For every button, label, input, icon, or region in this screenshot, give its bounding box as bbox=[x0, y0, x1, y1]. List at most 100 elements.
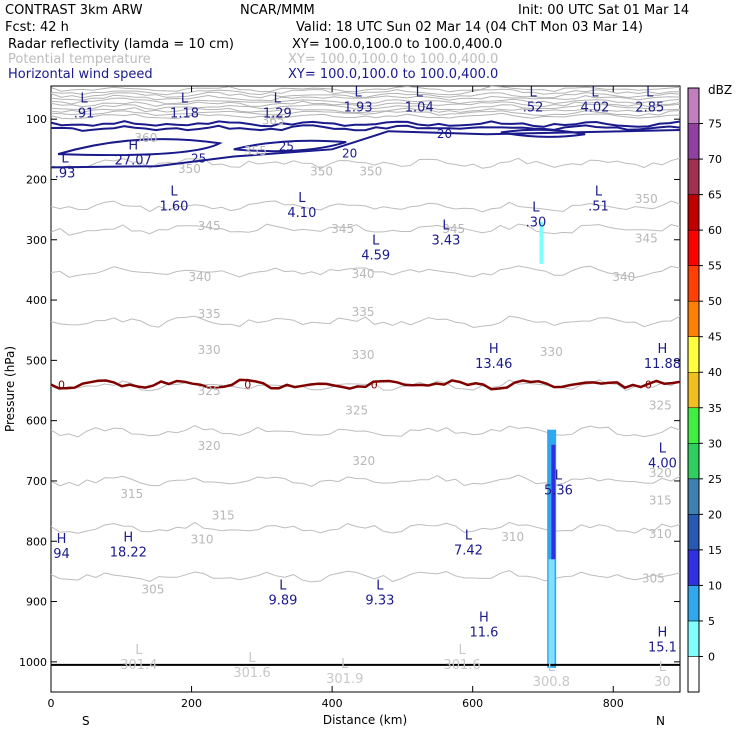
extremum-type: L bbox=[442, 219, 450, 234]
plot-frame bbox=[50, 85, 681, 693]
extremum-type: H bbox=[123, 530, 133, 545]
extremum-type: L bbox=[659, 442, 667, 457]
extremum-value: 1.29 bbox=[263, 106, 292, 121]
isentrope-label: 320 bbox=[198, 439, 221, 453]
colorbar-segment bbox=[687, 514, 700, 551]
extremum-type: H bbox=[658, 626, 668, 641]
extremum-value: 11.6 bbox=[469, 625, 498, 640]
colorbar-unit: dBZ bbox=[708, 83, 732, 97]
isentrope-label: 350 bbox=[635, 192, 658, 206]
isentrope-305 bbox=[50, 569, 681, 583]
extremum-value: .51 bbox=[588, 200, 609, 215]
extremum-value: 1.93 bbox=[344, 100, 373, 115]
isentrope-label: 355 bbox=[244, 144, 267, 158]
extremum-value: 27.07 bbox=[115, 153, 152, 168]
y-axis-label: Pressure (hPa) bbox=[3, 346, 17, 432]
colorbar-segment bbox=[687, 229, 700, 266]
isentrope-label: 345 bbox=[198, 219, 221, 233]
isentrope-label: 365 bbox=[262, 113, 285, 127]
colorbar-segment bbox=[687, 123, 700, 160]
extremum-type: H bbox=[479, 610, 489, 625]
extremum-type: L bbox=[416, 85, 424, 100]
field-3-name: Horizontal wind speed bbox=[8, 67, 153, 82]
x-tick-label: 200 bbox=[181, 697, 202, 710]
extremum-type: L bbox=[459, 643, 467, 658]
isentrope-label: 330 bbox=[198, 343, 221, 357]
x-right-end-label: N bbox=[656, 714, 665, 728]
extremum-value: .30 bbox=[526, 215, 547, 230]
extremum-value: .91 bbox=[74, 106, 95, 121]
extremum-type: H bbox=[658, 342, 668, 357]
isentrope-label: 325 bbox=[198, 384, 221, 398]
colorbar-segment bbox=[687, 656, 700, 693]
model-name: CONTRAST 3km ARW bbox=[5, 3, 143, 18]
y-tick-label: 300 bbox=[26, 234, 47, 247]
colorbar-label: 65 bbox=[708, 189, 722, 202]
colorbar-label: 25 bbox=[708, 473, 722, 486]
colorbar-segment bbox=[687, 371, 700, 409]
colorbar-segment bbox=[687, 478, 700, 515]
isentrope-label: 350 bbox=[178, 162, 201, 176]
extremum-value: 13.46 bbox=[475, 357, 512, 372]
wind-contour-25-mid bbox=[233, 139, 347, 153]
upper-isentrope bbox=[50, 107, 681, 114]
wind-contour-jet-mid bbox=[50, 124, 681, 132]
isentrope-label: 340 bbox=[612, 270, 635, 284]
x-axis-label: Distance (km) bbox=[323, 713, 407, 727]
extremum-value: 3.43 bbox=[431, 234, 460, 249]
y-tick-label: 400 bbox=[26, 294, 47, 307]
extremum-type: L bbox=[274, 91, 282, 106]
field-2-name: Potential temperature bbox=[8, 52, 151, 67]
colorbar-label: 10 bbox=[708, 579, 722, 592]
x-left-end-label: S bbox=[82, 714, 90, 728]
radar-anvil bbox=[539, 221, 544, 264]
colorbar-segment bbox=[687, 620, 700, 657]
zero-contour-label: 0 bbox=[244, 378, 251, 391]
extremum-value: 1.18 bbox=[170, 106, 199, 121]
zero-contour-label: 0 bbox=[58, 378, 65, 391]
extremum-type: L bbox=[532, 200, 540, 215]
forecast-hour: Fcst: 42 h bbox=[5, 20, 69, 35]
isentrope-310 bbox=[50, 521, 681, 534]
colorbar-segment bbox=[687, 336, 700, 373]
isentrope-325 bbox=[50, 379, 681, 392]
colorbar-segment bbox=[687, 158, 700, 195]
extremum-type: H bbox=[128, 138, 138, 153]
contour-labels: 350 350 350 350 345 345 345 345 340 340 340 335 335 3… bbox=[120, 113, 671, 596]
isentrope-label: 310 bbox=[649, 527, 672, 541]
extremum-type: L bbox=[646, 85, 654, 100]
upper-isentrope-band bbox=[50, 85, 681, 120]
upper-isentrope bbox=[50, 94, 681, 102]
isentrope-label: 335 bbox=[198, 307, 221, 321]
extremum-type: L bbox=[555, 469, 563, 484]
extremum-value: 4.02 bbox=[580, 100, 609, 115]
extremum-type: L bbox=[529, 85, 537, 100]
colorbar-segment bbox=[687, 194, 700, 231]
colorbar-label: 0 bbox=[708, 650, 715, 663]
isentrope-label: 340 bbox=[352, 267, 375, 281]
y-tick-label: 1000 bbox=[19, 656, 47, 669]
isentrope-340 bbox=[50, 223, 681, 236]
upper-isentrope bbox=[50, 100, 681, 108]
colorbar-segment bbox=[687, 407, 700, 444]
extremum-type: L bbox=[548, 660, 556, 675]
zero-contour-label: 0 bbox=[371, 378, 378, 391]
x-tick-label: 800 bbox=[603, 697, 624, 710]
radar-reflectivity-shading bbox=[539, 221, 557, 668]
extremum-type: H bbox=[489, 342, 499, 357]
extremum-type: L bbox=[354, 85, 362, 100]
colorbar-label: 5 bbox=[708, 615, 715, 628]
upper-isentrope bbox=[50, 97, 681, 105]
y-tick-label: 800 bbox=[26, 535, 47, 548]
radar-column-core bbox=[551, 444, 556, 560]
extremum-value: 9.89 bbox=[268, 593, 297, 608]
isentrope-label: 305 bbox=[141, 582, 164, 596]
extremum-value: 7.42 bbox=[454, 543, 483, 558]
field-1-xy: XY= 100.0,100.0 to 100.0,400.0 bbox=[292, 37, 502, 52]
extremum-value: .93 bbox=[55, 167, 76, 182]
colorbar-label: 45 bbox=[708, 331, 722, 344]
isentrope-label: 350 bbox=[310, 165, 333, 179]
colorbar-segment bbox=[687, 265, 700, 302]
extremum-type: L bbox=[341, 657, 349, 672]
extremum-value: 4.00 bbox=[648, 457, 677, 472]
